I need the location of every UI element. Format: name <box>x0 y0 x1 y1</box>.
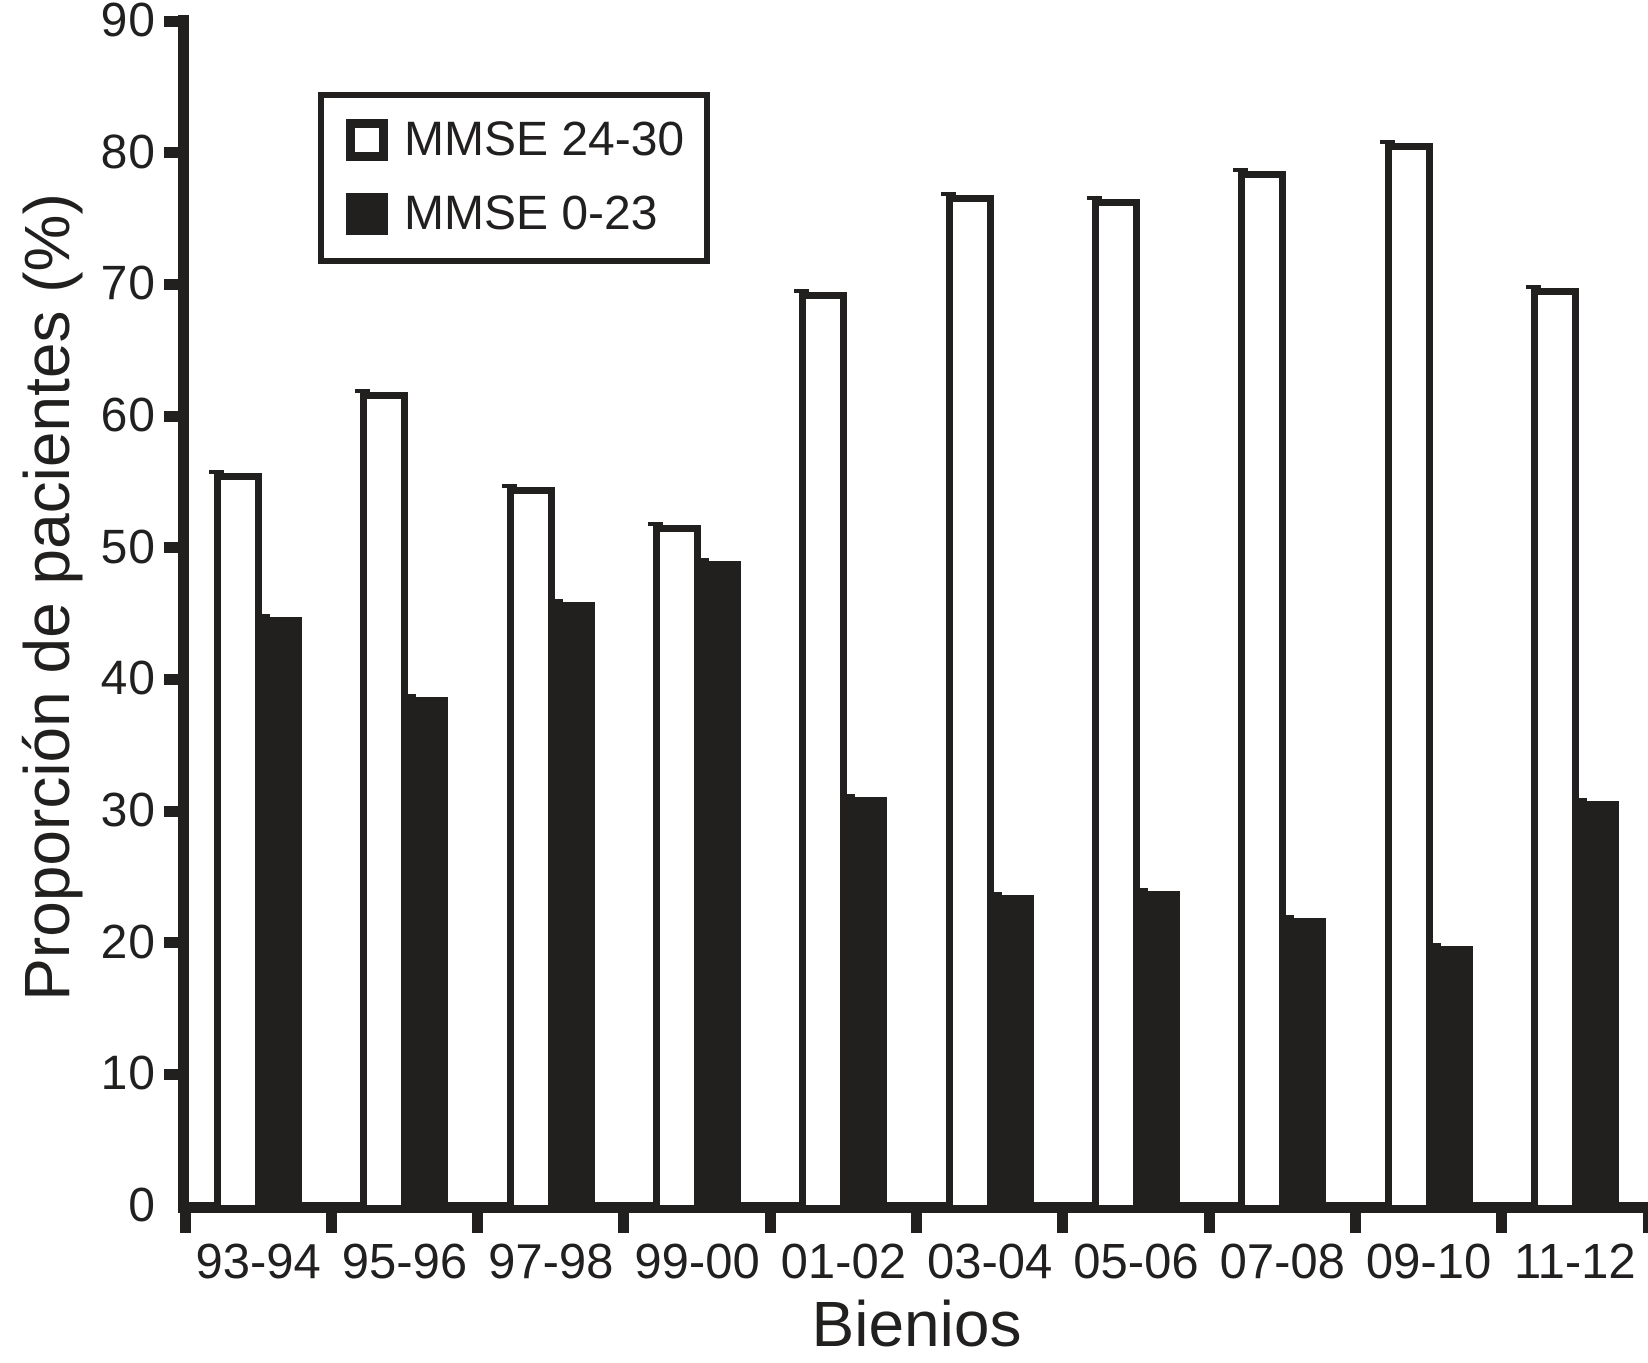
error-cap <box>550 599 563 604</box>
error-cap <box>1525 285 1541 290</box>
error-cap <box>1428 942 1441 947</box>
error-cap <box>1233 168 1249 173</box>
bar-93-94-mmse-24-30 <box>214 472 263 1212</box>
bar-01-02-mmse-0-23 <box>847 797 888 1211</box>
error-cap <box>648 522 664 527</box>
bar-11-12-mmse-24-30 <box>1530 288 1579 1212</box>
legend-label: MMSE 24-30 <box>404 113 685 166</box>
x-tick-label: 11-12 <box>1514 1235 1636 1289</box>
bar-99-00-mmse-24-30 <box>653 525 702 1212</box>
y-tick-label: 90 <box>100 0 156 48</box>
x-tick <box>764 1202 776 1233</box>
error-cap <box>940 191 956 196</box>
y-tick <box>164 15 179 27</box>
y-tick <box>164 673 179 685</box>
x-tick <box>1496 1202 1508 1233</box>
x-tick <box>472 1202 484 1233</box>
bar-05-06-mmse-0-23 <box>1139 890 1180 1211</box>
x-tick-label: 01-02 <box>780 1235 906 1289</box>
y-tick <box>164 937 179 949</box>
legend-item-mmse-24-30: MMSE 24-30 <box>346 108 684 172</box>
x-tick-label: 99-00 <box>634 1235 760 1289</box>
bar-95-96-mmse-24-30 <box>360 392 409 1212</box>
bar-99-00-mmse-0-23 <box>701 561 742 1211</box>
x-tick <box>1642 1202 1648 1233</box>
bar-01-02-mmse-24-30 <box>799 292 848 1212</box>
bar-09-10-mmse-24-30 <box>1384 143 1433 1212</box>
error-cap <box>258 613 271 618</box>
legend-label: MMSE 0-23 <box>404 187 658 240</box>
y-axis-line <box>178 15 189 1213</box>
y-tick-label: 10 <box>100 1047 156 1101</box>
error-cap <box>1574 798 1587 803</box>
error-cap <box>1135 887 1148 892</box>
error-cap <box>1282 915 1295 920</box>
x-tick <box>911 1202 922 1233</box>
bar-95-96-mmse-0-23 <box>408 697 449 1211</box>
bar-97-98-mmse-0-23 <box>554 602 595 1211</box>
y-tick <box>164 1068 179 1080</box>
x-tick-label: 07-08 <box>1219 1235 1345 1289</box>
x-tick <box>1057 1202 1069 1233</box>
error-cap <box>355 389 371 394</box>
bar-09-10-mmse-0-23 <box>1432 945 1473 1211</box>
bar-07-08-mmse-0-23 <box>1286 918 1327 1211</box>
x-tick-label: 97-98 <box>488 1235 614 1289</box>
x-axis-title: Bienios <box>811 1288 1022 1360</box>
y-tick-label: 80 <box>100 125 156 179</box>
error-cap <box>989 891 1002 896</box>
error-cap <box>843 794 856 799</box>
bar-03-04-mmse-0-23 <box>993 894 1034 1211</box>
y-tick-label: 20 <box>100 915 156 969</box>
filled-square-swatch-icon <box>346 193 388 235</box>
y-tick-label: 40 <box>100 652 156 706</box>
y-tick-label: 60 <box>100 389 156 443</box>
error-cap <box>1379 140 1395 145</box>
x-tick-label: 03-04 <box>926 1235 1053 1289</box>
x-tick-label: 93-94 <box>195 1235 321 1289</box>
x-tick-label: 95-96 <box>341 1235 468 1289</box>
y-tick-label: 0 <box>128 1179 156 1232</box>
error-cap <box>209 469 225 474</box>
legend-item-mmse-0-23: MMSE 0-23 <box>346 182 657 246</box>
error-cap <box>697 558 710 563</box>
bar-11-12-mmse-0-23 <box>1578 801 1619 1211</box>
legend: MMSE 24-30 MMSE 0-23 <box>318 92 710 264</box>
error-cap <box>1086 195 1102 200</box>
y-tick <box>164 805 179 817</box>
x-tick-label: 05-06 <box>1073 1235 1199 1289</box>
bar-05-06-mmse-24-30 <box>1091 198 1140 1212</box>
bar-07-08-mmse-24-30 <box>1238 171 1287 1212</box>
y-tick-label: 30 <box>100 784 156 838</box>
error-cap <box>404 694 417 699</box>
x-tick <box>179 1202 191 1233</box>
y-tick <box>164 410 179 422</box>
y-tick-label: 50 <box>100 520 156 574</box>
x-tick <box>1203 1202 1215 1233</box>
error-cap <box>794 289 810 294</box>
x-tick <box>325 1202 337 1233</box>
error-cap <box>501 484 517 489</box>
x-tick <box>1349 1202 1361 1233</box>
bar-03-04-mmse-24-30 <box>945 194 994 1212</box>
bar-93-94-mmse-0-23 <box>262 616 303 1211</box>
x-tick <box>618 1202 630 1233</box>
outlined-square-swatch-icon <box>346 119 388 161</box>
y-tick <box>164 278 179 290</box>
x-tick-label: 09-10 <box>1365 1235 1492 1289</box>
y-tick-label: 70 <box>100 257 156 311</box>
y-tick <box>164 147 179 159</box>
bar-97-98-mmse-24-30 <box>506 487 555 1212</box>
y-tick <box>164 542 179 554</box>
y-axis-title: Proporción de pacientes (%) <box>11 193 83 1001</box>
